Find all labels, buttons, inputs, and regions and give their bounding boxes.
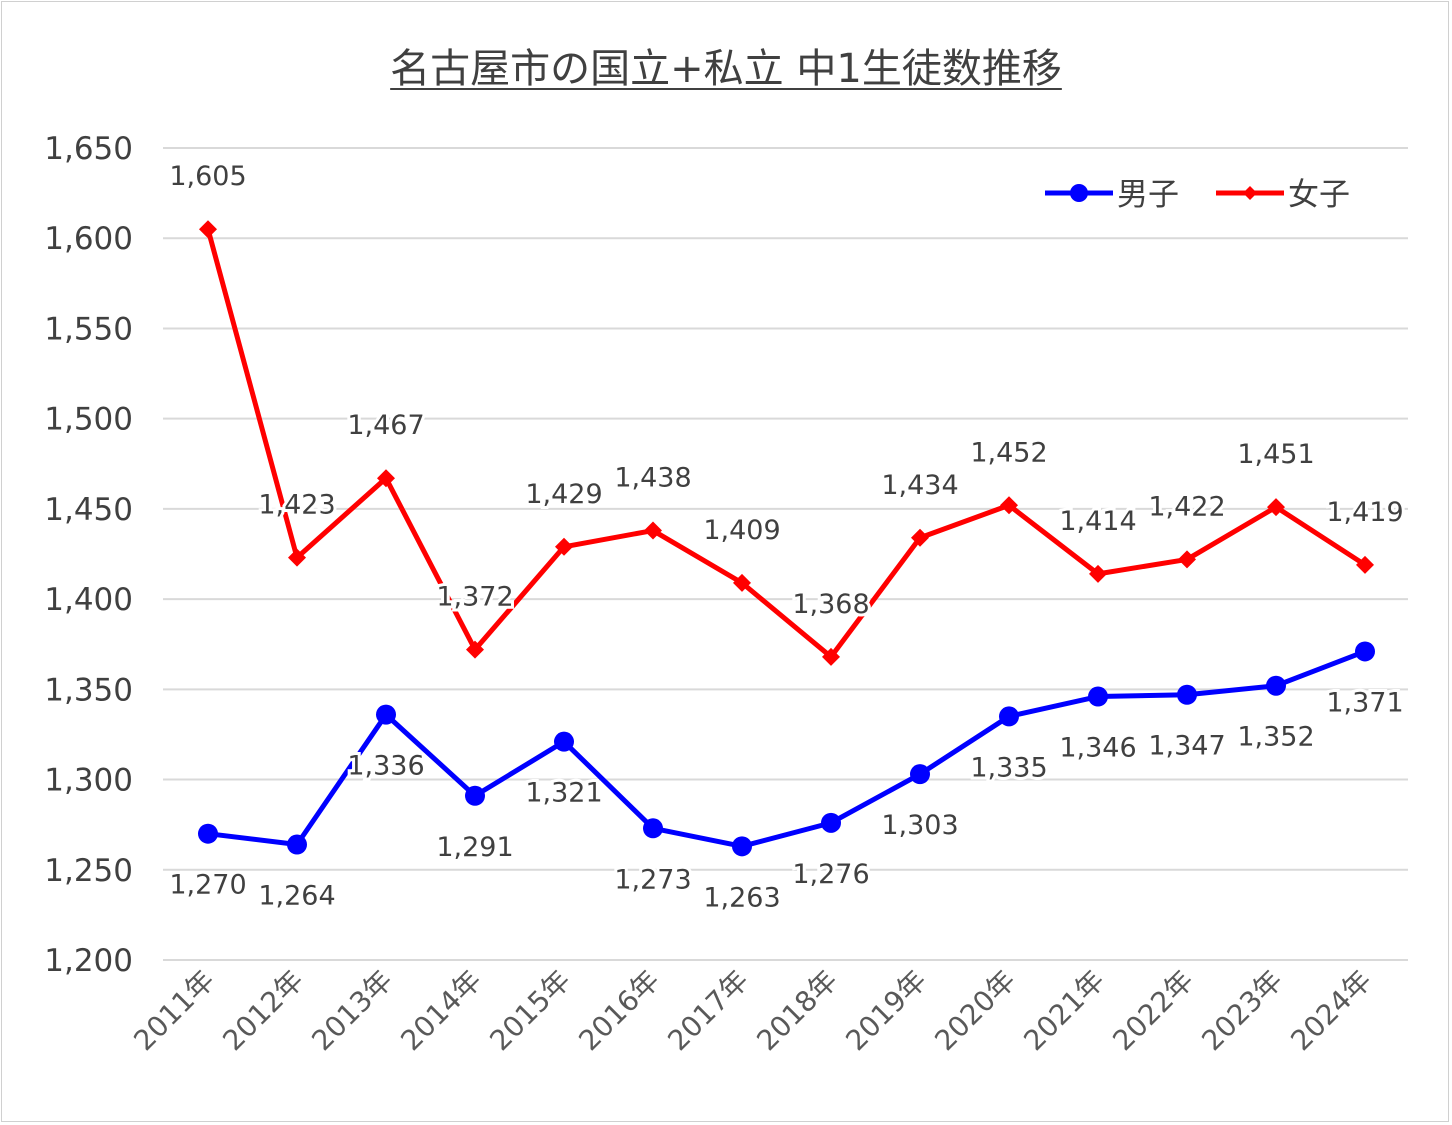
y-tick-label: 1,500 [44,402,133,438]
data-label: 1,336 [347,751,424,782]
y-tick-label: 1,300 [44,763,133,799]
data-point [822,647,840,666]
data-point [821,812,841,833]
x-tick-label: 2015年 [483,964,577,1058]
data-point [910,764,930,785]
data-point [1355,641,1375,662]
y-tick-label: 1,600 [44,221,133,257]
x-tick-label: 2014年 [394,964,488,1058]
data-point [288,548,306,567]
data-label: 1,434 [881,470,958,501]
data-point [1089,564,1107,583]
data-label: 1,372 [436,582,513,613]
legend-marker [1243,186,1257,200]
x-tick-label: 2024年 [1284,964,1378,1058]
data-point [377,469,395,488]
chart-title-text: 名古屋市の国立+私立 中1生徒数推移 [390,46,1062,92]
data-point [1000,496,1018,515]
data-label: 1,371 [1326,687,1403,718]
x-tick-label: 2012年 [216,964,310,1058]
legend-marker [1070,184,1088,202]
x-tick-label: 2020年 [928,964,1022,1058]
data-label: 1,414 [1059,506,1136,537]
data-label: 1,346 [1059,733,1136,764]
data-point [999,706,1019,727]
x-tick-label: 2023年 [1195,964,1289,1058]
data-point [732,836,752,857]
data-label: 1,352 [1237,722,1314,753]
data-label: 1,264 [258,881,335,912]
data-label: 1,605 [169,161,246,192]
data-point [911,528,929,547]
x-tick-label: 2013年 [305,964,399,1058]
data-point [376,704,396,725]
y-tick-label: 1,400 [44,582,133,618]
data-label: 1,429 [525,479,602,510]
data-label: 1,452 [970,437,1047,468]
data-label: 1,347 [1148,731,1225,762]
y-tick-label: 1,450 [44,492,133,528]
y-tick-label: 1,200 [44,943,133,979]
y-tick-label: 1,350 [44,672,133,708]
data-point [466,640,484,659]
chart-title: 名古屋市の国立+私立 中1生徒数推移 [0,36,1452,94]
data-label: 1,321 [525,778,602,809]
series-line-女子 [205,228,1367,660]
y-tick-label: 1,250 [44,853,133,889]
data-label: 1,291 [436,832,513,863]
y-tick-label: 1,650 [44,131,133,167]
data-label: 1,276 [792,859,869,890]
y-tick-label: 1,550 [44,311,133,347]
x-tick-label: 2018年 [750,964,844,1058]
data-label: 1,263 [703,882,780,913]
data-point [1266,675,1286,696]
legend-label: 女子 [1288,177,1350,213]
x-tick-label: 2011年 [127,964,221,1058]
data-point [643,818,663,839]
x-tick-label: 2019年 [839,964,933,1058]
data-point [555,537,573,556]
data-label: 1,451 [1237,439,1314,470]
data-label: 1,422 [1148,491,1225,522]
data-point [644,521,662,540]
data-point [1267,498,1285,517]
data-point [287,834,307,855]
x-tick-label: 2016年 [572,964,666,1058]
x-tick-label: 2022年 [1106,964,1200,1058]
data-label: 1,423 [258,490,335,521]
data-point [1178,550,1196,569]
x-tick-label: 2017年 [661,964,755,1058]
data-point [1088,686,1108,707]
data-label: 1,273 [614,864,691,895]
data-label: 1,419 [1326,497,1403,528]
data-label: 1,467 [347,410,424,441]
data-label: 1,335 [970,752,1047,783]
data-point [199,220,217,239]
legend-label: 男子 [1117,177,1179,213]
data-label: 1,303 [881,810,958,841]
data-label: 1,270 [169,870,246,901]
series-line-男子 [207,649,1366,849]
data-point [465,785,485,806]
data-point [198,823,218,844]
x-tick-label: 2021年 [1017,964,1111,1058]
data-point [733,573,751,592]
data-label: 1,409 [703,515,780,546]
data-label: 1,368 [792,589,869,620]
data-label: 1,438 [614,463,691,494]
data-point [554,731,574,752]
data-point [1177,684,1197,705]
data-point [1356,555,1374,574]
